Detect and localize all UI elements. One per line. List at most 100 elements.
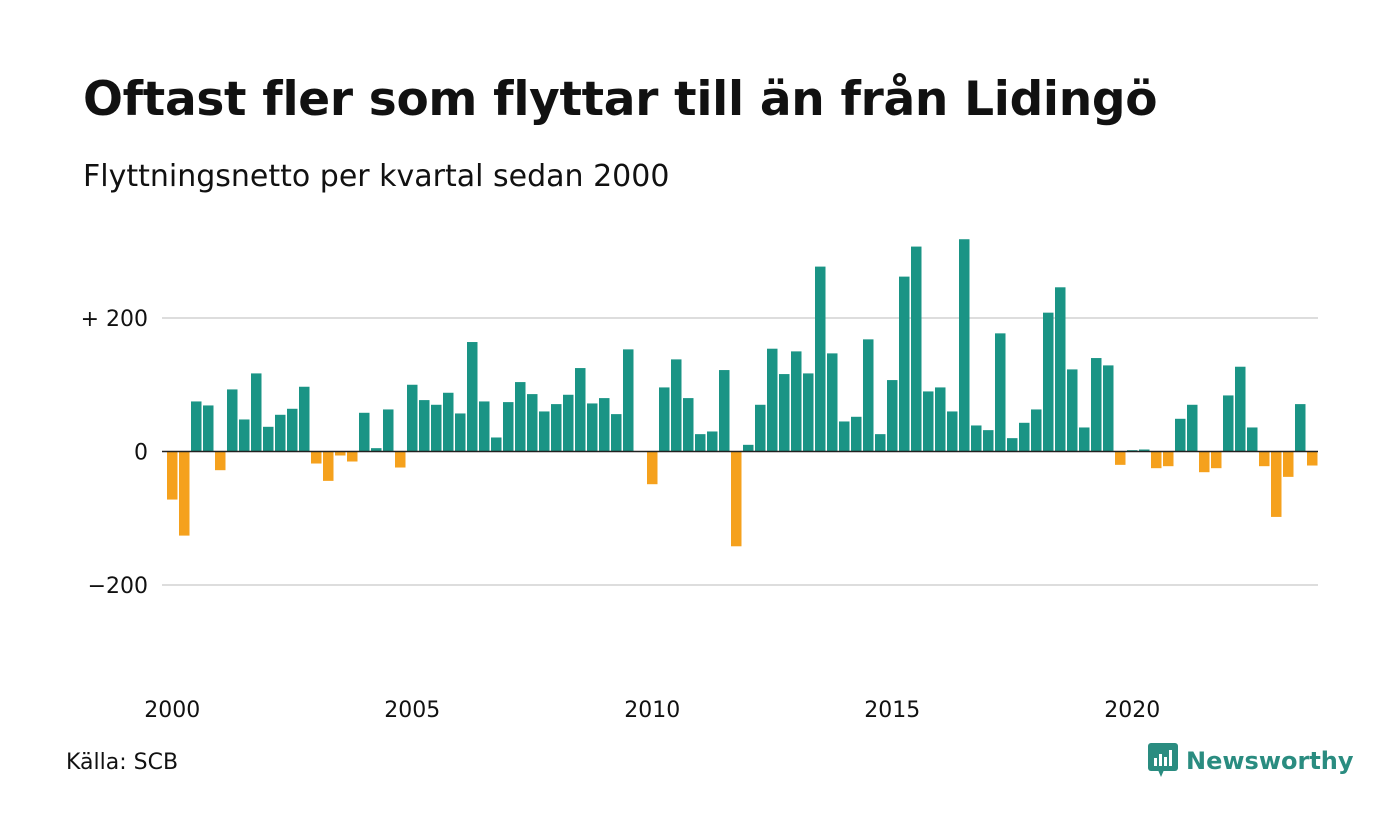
bar xyxy=(1295,404,1306,452)
bar xyxy=(1307,451,1318,466)
x-tick-label: 2010 xyxy=(624,698,680,723)
chart-subtitle: Flyttningsnetto per kvartal sedan 2000 xyxy=(83,159,670,194)
bar xyxy=(1031,409,1042,452)
bar xyxy=(1247,427,1258,452)
bar xyxy=(959,239,970,452)
bar xyxy=(323,451,334,481)
bar xyxy=(743,444,754,452)
bar xyxy=(1115,451,1126,465)
y-tick-label: + 200 xyxy=(81,307,148,332)
bar xyxy=(311,451,322,464)
bar xyxy=(911,246,922,452)
bar xyxy=(647,451,658,485)
bar xyxy=(1283,451,1294,477)
bar xyxy=(815,266,826,452)
bar xyxy=(1067,369,1078,452)
bar xyxy=(1187,404,1198,452)
bar xyxy=(923,391,934,452)
x-tick-label: 2015 xyxy=(864,698,920,723)
bar xyxy=(275,414,286,452)
bar xyxy=(659,387,670,452)
bar xyxy=(1199,451,1210,473)
bar xyxy=(731,451,742,547)
bar xyxy=(371,448,382,452)
bar xyxy=(863,339,874,452)
bar xyxy=(1079,427,1090,452)
bar xyxy=(215,451,226,471)
bar xyxy=(359,412,370,452)
bar xyxy=(179,451,190,536)
bar xyxy=(1043,312,1054,452)
bar xyxy=(227,389,238,452)
bar xyxy=(707,431,718,452)
bar xyxy=(479,401,490,452)
bar xyxy=(995,333,1006,452)
bar xyxy=(515,382,526,452)
bar xyxy=(239,419,250,452)
bar xyxy=(563,394,574,452)
chart-title: Oftast fler som flyttar till än från Lid… xyxy=(83,72,1158,127)
bar xyxy=(599,398,610,452)
bar xyxy=(1163,451,1174,467)
bar xyxy=(827,353,838,452)
bar xyxy=(263,426,274,452)
bar xyxy=(443,392,454,452)
bar xyxy=(791,351,802,452)
bar xyxy=(887,380,898,452)
bar xyxy=(779,374,790,452)
bar xyxy=(527,394,538,452)
bar xyxy=(503,402,514,452)
bar xyxy=(803,373,814,452)
bar xyxy=(1151,451,1162,469)
bar xyxy=(407,384,418,452)
bar xyxy=(695,434,706,452)
bar xyxy=(335,451,346,456)
y-tick-label: 0 xyxy=(134,441,148,466)
bar xyxy=(1139,449,1150,452)
bar xyxy=(1103,365,1114,452)
bar xyxy=(467,342,478,452)
bar xyxy=(455,413,466,452)
bar xyxy=(623,349,634,452)
bar xyxy=(347,451,358,462)
bar xyxy=(935,387,946,452)
bar xyxy=(671,359,682,452)
source-note: Källa: SCB xyxy=(66,750,179,775)
bar xyxy=(1211,451,1222,469)
bar xyxy=(431,404,442,452)
bar xyxy=(899,276,910,452)
bar xyxy=(971,425,982,452)
bar xyxy=(683,398,694,452)
bar xyxy=(1055,287,1066,452)
bar xyxy=(167,451,178,500)
newsworthy-logo-icon xyxy=(1148,743,1178,777)
bar xyxy=(947,411,958,452)
bar xyxy=(875,434,886,452)
newsworthy-logo: Newsworthy xyxy=(1148,743,1354,779)
bar xyxy=(551,404,562,452)
bar xyxy=(587,403,598,452)
bar xyxy=(575,368,586,452)
bar xyxy=(851,416,862,452)
bar xyxy=(1271,451,1282,517)
x-tick-label: 2005 xyxy=(384,698,440,723)
y-tick-label: −200 xyxy=(88,574,148,599)
bar xyxy=(983,430,994,452)
bar xyxy=(839,421,850,452)
bar xyxy=(1235,366,1246,452)
bar xyxy=(395,451,406,468)
bar xyxy=(419,400,430,452)
logo-text: Newsworthy xyxy=(1186,747,1354,775)
bar xyxy=(491,437,502,452)
bar xyxy=(299,386,310,452)
bar xyxy=(539,411,550,452)
bar xyxy=(1091,358,1102,452)
bar xyxy=(383,409,394,452)
bar xyxy=(251,373,262,452)
bar xyxy=(755,404,766,452)
bar xyxy=(719,370,730,452)
bar xyxy=(191,401,202,452)
bar xyxy=(1223,395,1234,452)
bar xyxy=(1019,422,1030,452)
